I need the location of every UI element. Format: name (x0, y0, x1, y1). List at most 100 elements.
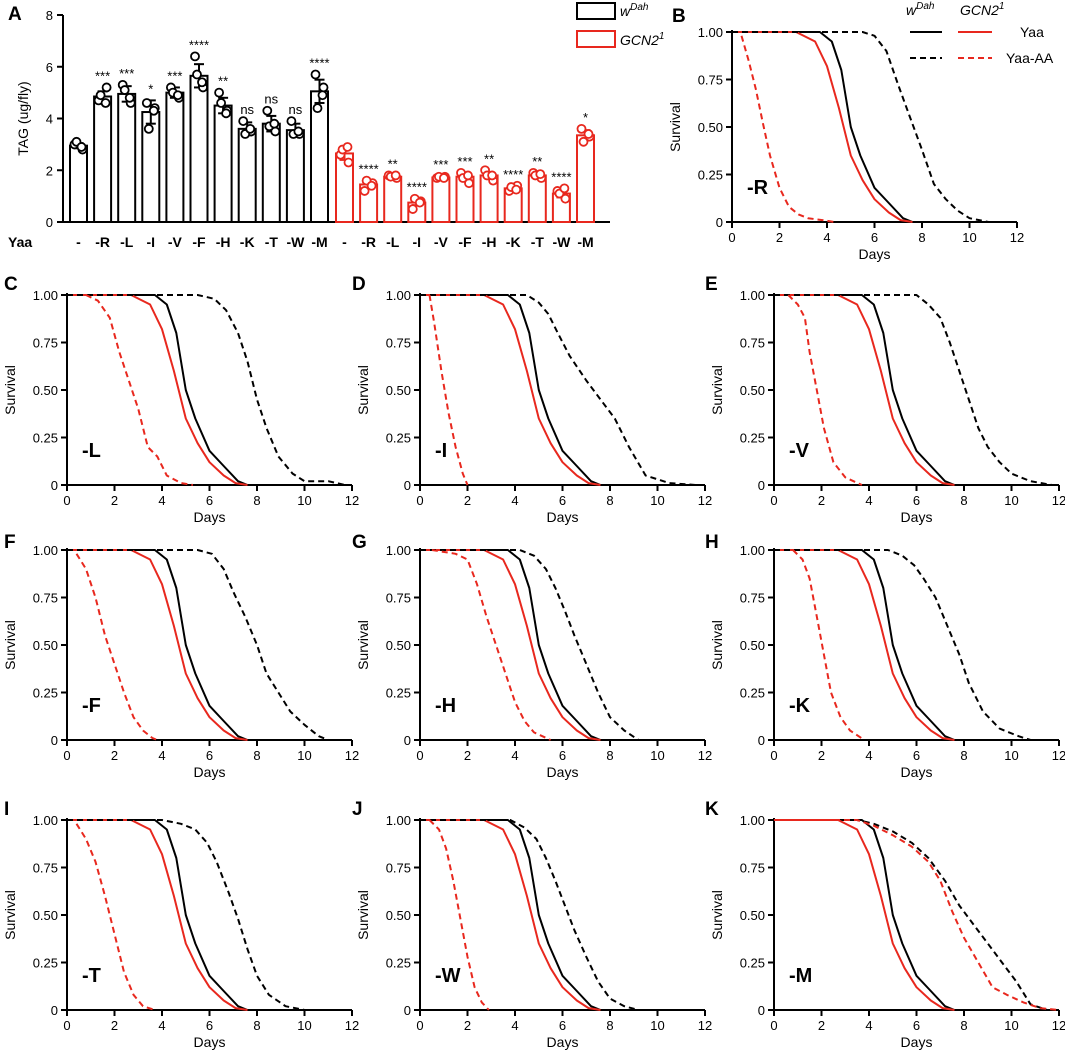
y-tick-label: 0.25 (386, 956, 411, 971)
category-label: -I (413, 234, 422, 250)
category-label: -F (192, 234, 206, 250)
category-label: -L (120, 234, 134, 250)
panel-letter: G (352, 532, 367, 553)
y-tick-label: 1.00 (386, 813, 411, 828)
x-tick-label: 10 (297, 748, 311, 763)
data-point (583, 129, 594, 139)
x-axis-title: Days (859, 246, 891, 262)
y-tick-label: 0.50 (33, 908, 58, 923)
y-tick-label: 0 (716, 215, 723, 230)
y-tick-label: 1.00 (33, 813, 58, 828)
x-tick-label: 0 (770, 748, 777, 763)
significance-label: ns (240, 102, 254, 117)
survival-panel-f: F 0 0.25 0.50 0.75 1.00 0 2 4 6 8 10 12 Days Survival -… (2, 532, 359, 780)
y-tick-label: 0.25 (33, 431, 58, 446)
bar (285, 129, 305, 223)
y-tick-label: 0.75 (33, 336, 58, 351)
category-label: -H (216, 234, 231, 250)
x-axis-title: Days (547, 509, 579, 525)
panel-a-legend: wDah GCN21 (576, 2, 664, 48)
panel-letter: I (4, 799, 9, 820)
x-axis-title: Days (901, 509, 933, 525)
x-tick-label: 12 (345, 1018, 359, 1033)
x-tick-label: 2 (818, 1018, 825, 1033)
y-tick-label: 1.00 (740, 813, 765, 828)
survival-curve (420, 294, 696, 486)
survival-curve (67, 294, 248, 486)
bar (189, 74, 209, 224)
x-tick-label: 12 (1052, 748, 1065, 763)
x-tick-label: 12 (345, 493, 359, 508)
x-tick-label: 6 (206, 1018, 213, 1033)
data-point (221, 108, 232, 119)
x-axis-title: Days (194, 509, 226, 525)
significance-label: *** (433, 157, 448, 172)
y-tick-label: 0.75 (33, 591, 58, 606)
x-tick-label: 2 (818, 748, 825, 763)
survival-curve (75, 823, 156, 1011)
y-axis-title: Survival (709, 890, 725, 940)
panel-letter: H (705, 532, 719, 553)
data-point (197, 77, 207, 88)
amino-acid-label: -L (82, 440, 101, 462)
survival-curve (75, 553, 158, 741)
survival-panel-k: K 0 0.25 0.50 0.75 1.00 0 2 4 6 8 10 12 Days Survival -… (705, 799, 1065, 1050)
data-point (559, 183, 570, 194)
category-label: -H (482, 234, 497, 250)
y-tick-label: 1.00 (33, 288, 58, 303)
x-tick-label: 8 (960, 493, 967, 508)
data-point (269, 118, 280, 129)
data-point (487, 170, 498, 181)
category-label: -T (531, 234, 545, 250)
significance-label: **** (358, 162, 378, 177)
survival-panel-i: I 0 0.25 0.50 0.75 1.00 0 2 4 6 8 10 12 Days Survival -… (2, 799, 359, 1050)
data-point (317, 90, 328, 101)
survival-curve (420, 549, 601, 741)
data-point (560, 193, 571, 204)
x-tick-label: 6 (559, 1018, 566, 1033)
significance-label: ** (484, 151, 494, 166)
category-label: -K (240, 234, 255, 250)
y-tick-label: 0.25 (386, 431, 411, 446)
x-tick-label: 2 (464, 1018, 471, 1033)
data-point (286, 116, 297, 126)
survival-curve (420, 819, 639, 1011)
legend-genotype-gcn2: GCN21 (960, 1, 1004, 18)
bar (261, 122, 281, 223)
survival-panel-g: G 0 0.25 0.50 0.75 1.00 0 2 4 6 8 10 12 Days Survival -… (352, 532, 712, 780)
y-tick-label: 0.25 (386, 686, 411, 701)
significance-label: ns (264, 92, 278, 107)
panel-letter: C (4, 274, 18, 295)
survival-curve (420, 294, 634, 486)
y-tick-label: 0.25 (740, 956, 765, 971)
survival-curve (787, 294, 863, 486)
data-point (143, 123, 154, 134)
x-tick-label: 0 (770, 493, 777, 508)
data-point (578, 136, 589, 147)
data-point (310, 69, 321, 80)
y-axis-title: Survival (709, 620, 725, 670)
data-point (366, 180, 377, 191)
x-tick-label: 0 (728, 230, 735, 245)
category-label: -K (506, 234, 521, 250)
x-tick-label: 4 (511, 1018, 518, 1033)
data-point (100, 98, 111, 108)
y-tick-label: 0.50 (386, 638, 411, 653)
x-tick-label: 10 (962, 230, 976, 245)
amino-acid-label: -V (789, 440, 810, 462)
y-tick-label: 0.75 (698, 73, 723, 88)
y-tick-label: 0 (404, 733, 411, 748)
data-point (76, 142, 87, 152)
significance-label: * (583, 110, 588, 125)
y-tick-label: 1.00 (740, 288, 765, 303)
y-tick-label: 0 (51, 733, 58, 748)
significance-label: ** (388, 156, 398, 171)
x-tick-label: 2 (464, 493, 471, 508)
significance-label: **** (309, 56, 329, 71)
survival-curve (428, 819, 490, 1011)
survival-panel-h: H 0 0.25 0.50 0.75 1.00 0 2 4 6 8 10 12 Days Survival -… (705, 532, 1065, 780)
x-axis-title: Days (194, 1034, 226, 1050)
x-tick-label: 6 (559, 748, 566, 763)
amino-acid-label: -T (82, 965, 101, 987)
y-tick-label: 0 (404, 1003, 411, 1018)
